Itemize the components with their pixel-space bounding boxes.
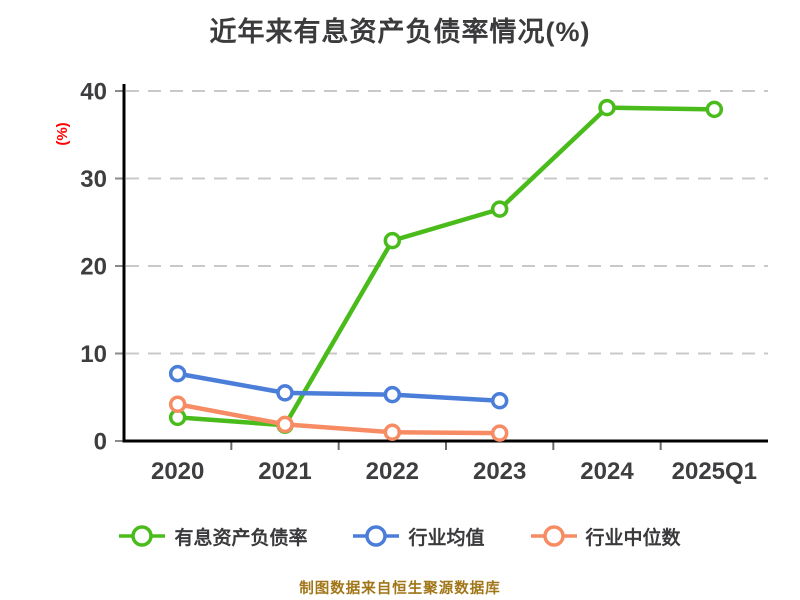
data-point-行业均值: [383, 385, 402, 404]
y-tick-label-40: 40: [80, 79, 107, 106]
legend-label: 有息资产负债率: [174, 527, 308, 549]
x-tick-label-2022: 2022: [366, 458, 419, 485]
y-tick-label-30: 30: [80, 166, 107, 193]
legend-marker-icon: [353, 525, 400, 547]
data-point-行业均值: [168, 364, 187, 383]
series-line-行业均值: [175, 371, 502, 403]
legend-marker-icon: [530, 525, 577, 547]
y-tick-label-20: 20: [80, 254, 107, 281]
x-tick-label-2025Q1: 2025Q1: [672, 458, 757, 485]
data-point-行业均值: [276, 384, 294, 402]
x-tick-label-2024: 2024: [580, 458, 634, 485]
legend-item-行业中位数: 行业中位数: [530, 523, 681, 550]
x-tick-label-2023: 2023: [473, 458, 526, 485]
data-source-note: 制图数据来自恒生聚源数据库: [299, 581, 501, 597]
data-point-有息资产负债率: [705, 100, 724, 119]
data-point-有息资产负债率: [383, 231, 402, 250]
x-tick-label-2021: 2021: [258, 458, 311, 485]
data-point-行业中位数: [490, 424, 509, 442]
y-tick-label-10: 10: [80, 341, 107, 368]
chart-title: 近年来有息资产负债率情况(%): [209, 17, 591, 47]
data-point-行业中位数: [168, 395, 187, 413]
data-point-行业均值: [490, 392, 509, 410]
y-tick-label-0: 0: [94, 429, 107, 456]
line-chart: 0 10 20 30 40 2020 2021 2022 2023 2024 2025Q1: [80, 79, 768, 485]
data-point-行业中位数: [383, 423, 402, 441]
x-tick-label-2020: 2020: [151, 458, 204, 485]
legend-item-有息资产负债率: 有息资产负债率: [119, 523, 307, 550]
legend-item-行业均值: 行业均值: [353, 523, 485, 550]
data-point-有息资产负债率: [490, 200, 509, 218]
chart-legend: 有息资产负债率 行业均值 行业中位数: [0, 514, 800, 558]
series-line-有息资产负债率: [175, 105, 717, 428]
legend-marker-icon: [119, 525, 166, 547]
legend-label: 行业均值: [408, 527, 485, 549]
data-point-有息资产负债率: [598, 98, 616, 117]
data-point-行业中位数: [276, 415, 294, 434]
series-line-行业中位数: [175, 402, 502, 436]
legend-label: 行业中位数: [585, 527, 681, 549]
